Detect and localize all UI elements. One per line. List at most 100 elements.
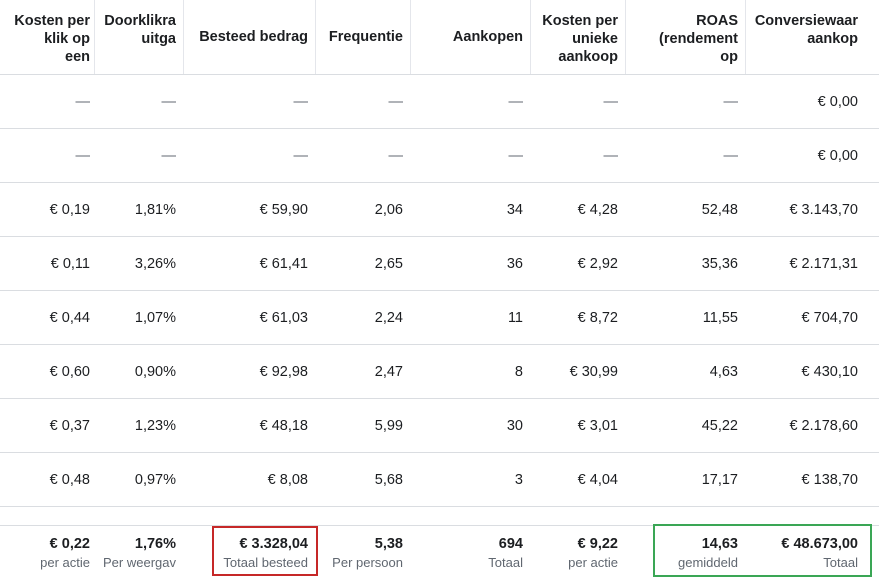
table-cell: € 0,37 xyxy=(49,418,90,434)
table-cell: € 0,44 xyxy=(49,310,90,326)
total-caption: Totaal xyxy=(488,555,523,570)
column-header[interactable]: Doorklikra uitga xyxy=(97,0,182,74)
column-header-label: Besteed bedrag xyxy=(199,29,308,45)
column-divider[interactable] xyxy=(315,0,316,74)
table-row[interactable]: € 0,60 0,90% € 92,98 2,47 8 € 30,99 4,63 € 430,… xyxy=(0,345,879,399)
table-cell: € 8,08 xyxy=(267,472,308,488)
table-cell: € 430,10 xyxy=(801,364,858,380)
table-cell: € 61,03 xyxy=(259,310,308,326)
table-cell: 3,26% xyxy=(134,256,176,272)
roas-conversion-highlight xyxy=(653,524,872,577)
table-cell: 0,97% xyxy=(134,472,176,488)
table-cell: 0,90% xyxy=(134,364,176,380)
column-header[interactable]: Aankopen xyxy=(413,0,529,74)
table-cell: € 704,70 xyxy=(801,310,858,326)
table-row[interactable]: € 0,44 1,07% € 61,03 2,24 11 € 8,72 11,55 € 704… xyxy=(0,291,879,345)
table-cell: € 59,90 xyxy=(259,202,308,218)
total-caption: Per persoon xyxy=(332,555,403,570)
total-value: 1,76% xyxy=(134,536,176,552)
table-row[interactable]: — — — — — — — € 0,00 xyxy=(0,75,879,129)
table-cell: 3 xyxy=(514,472,523,488)
table-cell: 4,63 xyxy=(709,364,738,380)
total-value: 5,38 xyxy=(374,536,403,552)
table-cell: 11 xyxy=(507,310,523,326)
table-cell: — xyxy=(508,94,524,110)
column-header[interactable]: Kosten per unieke aankoop xyxy=(533,0,624,74)
table-cell: € 0,00 xyxy=(817,148,858,164)
table-cell: 2,24 xyxy=(374,310,403,326)
column-header[interactable]: Frequentie xyxy=(318,0,409,74)
table-cell: € 61,41 xyxy=(259,256,308,272)
column-header-label: Frequentie xyxy=(328,29,403,45)
table-cell: € 48,18 xyxy=(259,418,308,434)
table-cell: — xyxy=(388,94,404,110)
table-cell: € 4,04 xyxy=(577,472,618,488)
total-caption: gemiddeld xyxy=(678,555,738,570)
table-cell: — xyxy=(293,94,309,110)
column-divider[interactable] xyxy=(410,0,411,74)
table-totals-row: € 0,22 per actie 1,76% Per weergav € 3.328,0… xyxy=(0,525,879,581)
table-cell: 1,23% xyxy=(134,418,176,434)
table-cell: € 30,99 xyxy=(569,364,618,380)
table-cell: 34 xyxy=(506,202,523,218)
total-caption: per actie xyxy=(568,555,618,570)
table-cell: 8 xyxy=(514,364,523,380)
table-cell: — xyxy=(723,148,739,164)
table-cell: € 8,72 xyxy=(577,310,618,326)
table-cell: € 3.143,70 xyxy=(789,202,858,218)
column-divider[interactable] xyxy=(625,0,626,74)
table-cell: € 4,28 xyxy=(577,202,618,218)
table-cell: 2,65 xyxy=(374,256,403,272)
table-cell: — xyxy=(75,148,91,164)
table-row[interactable]: € 0,19 1,81% € 59,90 2,06 34 € 4,28 52,48 € 3.1… xyxy=(0,183,879,237)
total-cell: 694 Totaal xyxy=(413,526,523,581)
total-caption: per actie xyxy=(40,555,90,570)
table-row[interactable]: — — — — — — — € 0,00 xyxy=(0,129,879,183)
column-overflow-edge xyxy=(866,0,879,74)
table-cell: € 138,70 xyxy=(801,472,858,488)
table-cell: 2,47 xyxy=(374,364,403,380)
table-cell: — xyxy=(161,94,177,110)
table-cell: 2,06 xyxy=(374,202,403,218)
column-divider[interactable] xyxy=(745,0,746,74)
table-row[interactable]: € 0,11 3,26% € 61,41 2,65 36 € 2,92 35,36 € 2.1… xyxy=(0,237,879,291)
table-cell: € 2,92 xyxy=(577,256,618,272)
table-cell: 52,48 xyxy=(701,202,738,218)
total-caption: Totaal besteed xyxy=(223,555,308,570)
table-cell: — xyxy=(603,148,619,164)
table-cell: — xyxy=(388,148,404,164)
column-header[interactable]: Conversiewaar aankop xyxy=(748,0,864,74)
total-cell: 5,38 Per persoon xyxy=(318,526,403,581)
column-header[interactable]: ROAS (rendement op xyxy=(628,0,744,74)
table-cell: — xyxy=(161,148,177,164)
total-cell: 14,63 gemiddeld xyxy=(628,526,738,581)
spend-total-highlight xyxy=(212,526,318,576)
table-cell: 30 xyxy=(506,418,523,434)
column-header[interactable]: Kosten per klik op een xyxy=(0,0,96,74)
table-cell: € 0,60 xyxy=(49,364,90,380)
table-cell: € 3,01 xyxy=(577,418,618,434)
column-header-label: Doorklikra uitga xyxy=(104,13,176,47)
column-header-label: Aankopen xyxy=(452,29,523,45)
total-value: € 9,22 xyxy=(577,536,618,552)
total-caption: Totaal xyxy=(823,555,858,570)
column-divider[interactable] xyxy=(183,0,184,74)
table-cell: — xyxy=(293,148,309,164)
total-value: € 0,22 xyxy=(49,536,90,552)
total-value: 14,63 xyxy=(701,536,738,552)
column-divider[interactable] xyxy=(94,0,95,74)
total-caption: Per weergav xyxy=(103,555,176,570)
total-value: € 3.328,04 xyxy=(239,536,308,552)
table-cell: € 2.178,60 xyxy=(789,418,858,434)
table-cell: € 92,98 xyxy=(259,364,308,380)
table-row[interactable]: € 0,48 0,97% € 8,08 5,68 3 € 4,04 17,17 € 138,7… xyxy=(0,453,879,507)
table-cell: 11,55 xyxy=(702,310,738,326)
table-cell: € 0,11 xyxy=(50,256,90,272)
table-cell: 5,99 xyxy=(374,418,403,434)
table-cell: 5,68 xyxy=(374,472,403,488)
total-value: € 48.673,00 xyxy=(781,536,858,552)
table-row[interactable]: € 0,37 1,23% € 48,18 5,99 30 € 3,01 45,22 € 2.1… xyxy=(0,399,879,453)
total-cell: € 0,22 per actie xyxy=(0,526,90,581)
column-divider[interactable] xyxy=(530,0,531,74)
column-header[interactable]: Besteed bedrag xyxy=(186,0,314,74)
